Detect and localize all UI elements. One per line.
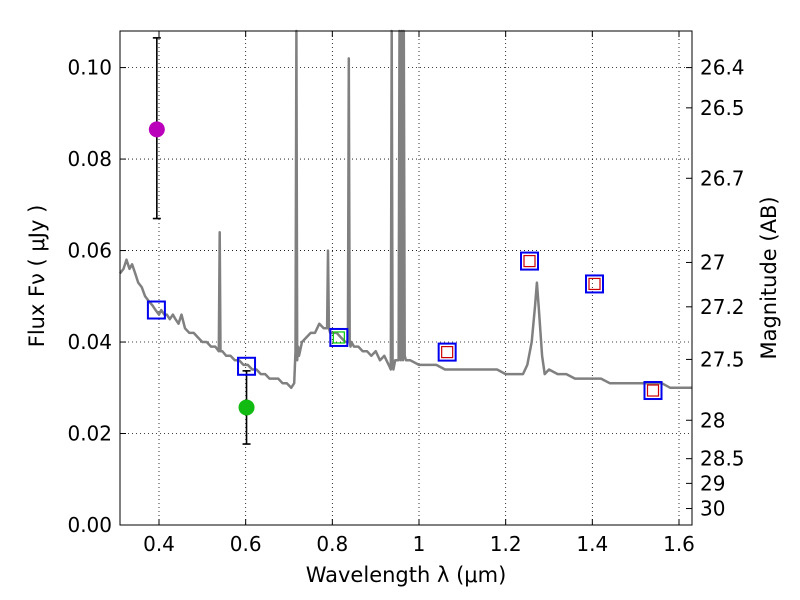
x-tick-label: 1.4 xyxy=(576,532,608,556)
magnitude-tick-label: 28 xyxy=(700,408,725,432)
y-tick-label: 0.04 xyxy=(67,330,112,354)
x-tick-label: 1.2 xyxy=(490,532,522,556)
right-axis-label: Magnitude (AB) xyxy=(757,196,781,359)
y-tick-label: 0.00 xyxy=(67,513,112,537)
model-band-inner-marker xyxy=(441,346,454,359)
x-tick-label: 1 xyxy=(413,532,426,556)
magnitude-tick-label: 27.2 xyxy=(700,295,745,319)
x-tick-label: 1.6 xyxy=(663,532,695,556)
model-band-marker xyxy=(585,274,604,294)
y-axis-label: Flux Fν ( μJy ) xyxy=(25,205,49,348)
observed-point xyxy=(238,399,255,416)
observed-point xyxy=(148,121,165,138)
magnitude-tick-label: 26.7 xyxy=(700,166,745,190)
x-axis-label: Wavelength λ (μm) xyxy=(306,563,507,587)
y-tick-labels: 0.00 0.02 0.04 0.06 0.08 0.10 xyxy=(67,56,112,537)
grid xyxy=(120,31,692,525)
model-band-marker xyxy=(437,342,457,362)
model-band-marker xyxy=(520,251,539,271)
model-band-inner-marker xyxy=(588,277,601,291)
x-tick-label: 0.6 xyxy=(230,532,262,556)
model-band-marker xyxy=(146,300,166,320)
observed-points xyxy=(148,121,255,416)
model-band-marker xyxy=(643,381,663,401)
x-tick-label: 0.4 xyxy=(143,532,175,556)
magnitude-tick-label: 29 xyxy=(700,471,725,495)
magnitude-tick-label: 27 xyxy=(700,250,725,274)
magnitude-tick-label: 27.5 xyxy=(700,347,745,371)
y-tick-label: 0.02 xyxy=(67,422,112,446)
y-tick-label: 0.10 xyxy=(67,56,112,80)
model-band-inner-marker xyxy=(523,254,536,268)
axis-ticks xyxy=(120,31,692,526)
y-tick-label: 0.06 xyxy=(67,239,112,263)
x-tick-labels: 0.4 0.6 0.8 1 1.2 1.4 1.6 xyxy=(143,532,695,556)
model-band-markers xyxy=(146,251,663,401)
magnitude-tick-label: 26.5 xyxy=(700,96,745,120)
plot-frame xyxy=(119,30,693,526)
magnitude-tick-label: 30 xyxy=(700,497,725,521)
model-band-marker xyxy=(237,356,257,376)
y-tick-label: 0.08 xyxy=(67,147,112,171)
magnitude-tick-label: 28.5 xyxy=(700,447,745,471)
magnitude-tick-label: 26.4 xyxy=(700,56,745,80)
spectrum-line xyxy=(119,29,692,390)
model-band-inner-marker xyxy=(332,331,345,344)
model-band-inner-marker xyxy=(646,384,660,397)
error-bars xyxy=(152,37,251,445)
x-tick-label: 0.8 xyxy=(316,532,348,556)
model-band-marker xyxy=(329,327,349,347)
